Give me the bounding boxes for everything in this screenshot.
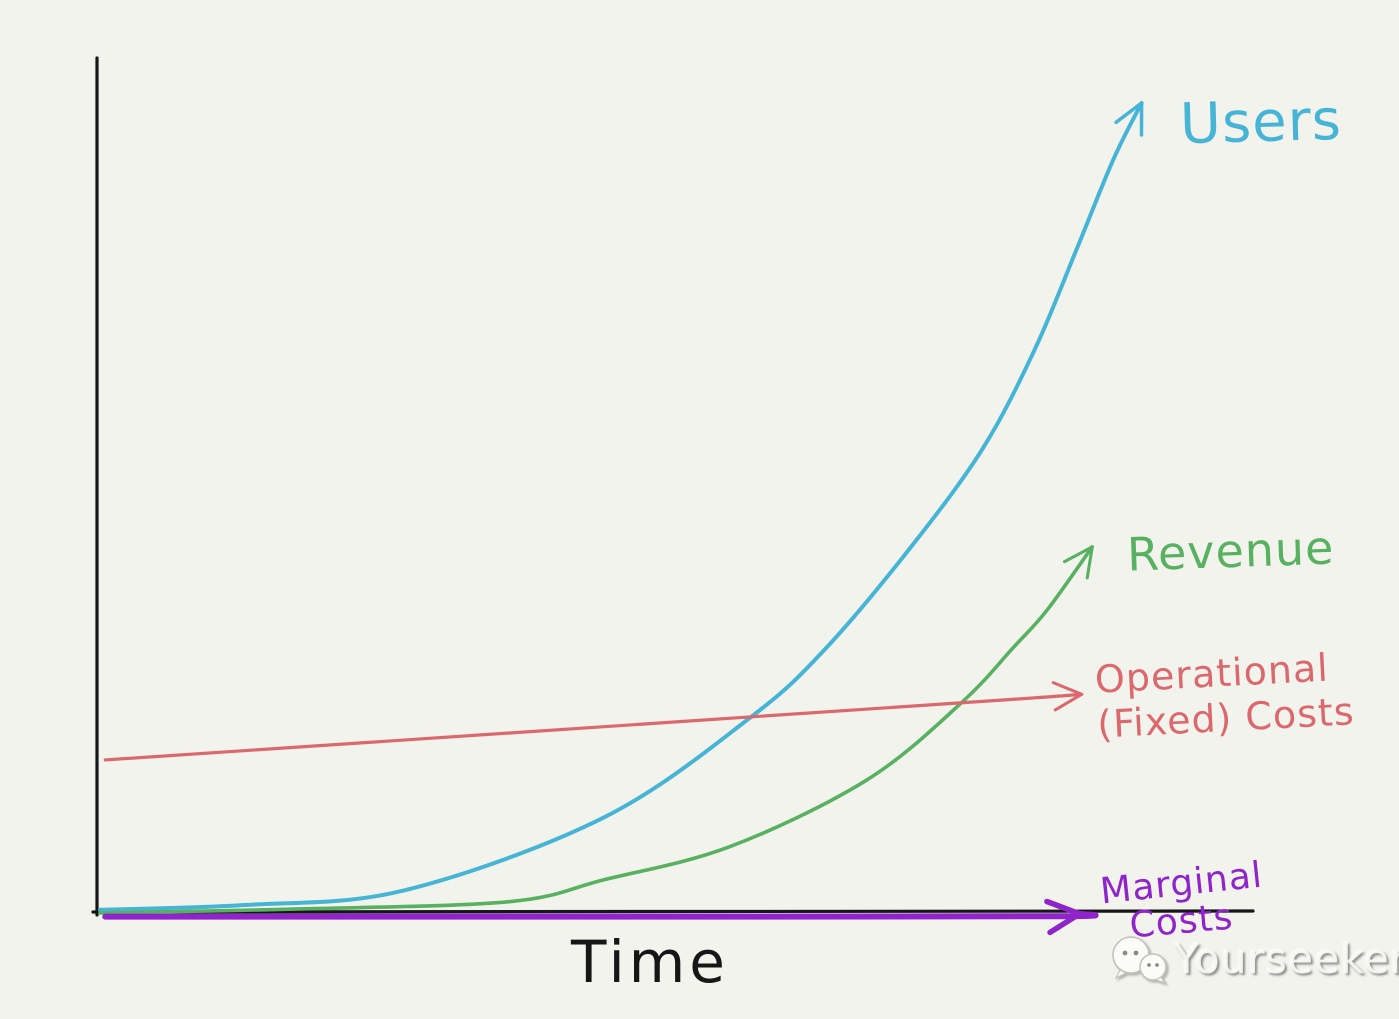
marginal-costs-label: Marginal Costs bbox=[1098, 855, 1264, 947]
users-curve bbox=[98, 101, 1144, 912]
series-layer bbox=[98, 101, 1144, 936]
marginal-costs-curve bbox=[102, 910, 1099, 920]
operational-fixed-costs-curve bbox=[103, 692, 1084, 762]
x-axis-label: Time bbox=[571, 928, 729, 996]
revenue-arrowhead bbox=[1063, 545, 1094, 580]
wechat-icon bbox=[1112, 936, 1167, 985]
operational-fixed-costs-arrowhead bbox=[1051, 681, 1084, 712]
revenue-curve bbox=[98, 545, 1095, 915]
marginal-costs-arrowhead bbox=[1044, 898, 1083, 936]
operational-costs-label: Operational (Fixed) Costs bbox=[1094, 645, 1356, 747]
brand-watermark: Yourseeker bbox=[1108, 932, 1399, 986]
users-arrowhead bbox=[1114, 101, 1144, 137]
revenue-series-label: Revenue bbox=[1126, 520, 1336, 582]
users-series-label: Users bbox=[1179, 87, 1343, 158]
x-axis bbox=[91, 909, 1255, 914]
watermark-text: Yourseeker bbox=[1174, 935, 1399, 983]
